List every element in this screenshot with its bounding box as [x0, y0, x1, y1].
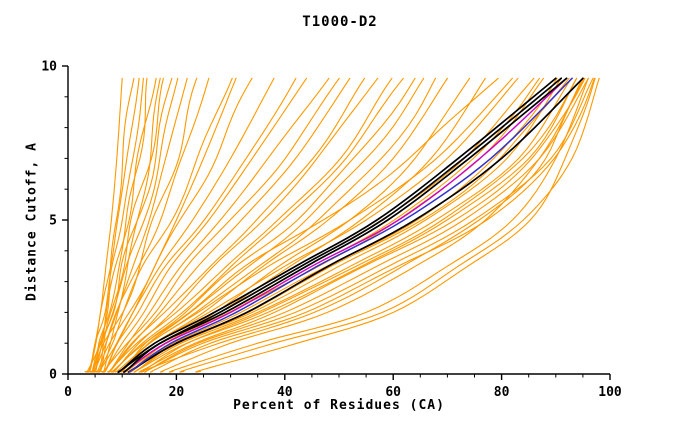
x-tick-label: 40 [277, 385, 293, 400]
x-tick-label: 0 [64, 385, 72, 400]
y-tick-label: 0 [49, 368, 57, 383]
x-tick-label: 80 [494, 385, 510, 400]
y-tick-label: 10 [41, 60, 57, 75]
x-axis-label: Percent of Residues (CA) [233, 398, 445, 413]
y-tick-label: 5 [49, 214, 57, 229]
x-tick-label: 100 [598, 385, 622, 400]
x-tick-label: 60 [385, 385, 401, 400]
x-tick-label: 20 [169, 385, 185, 400]
chart-title: T1000-D2 [302, 14, 378, 30]
